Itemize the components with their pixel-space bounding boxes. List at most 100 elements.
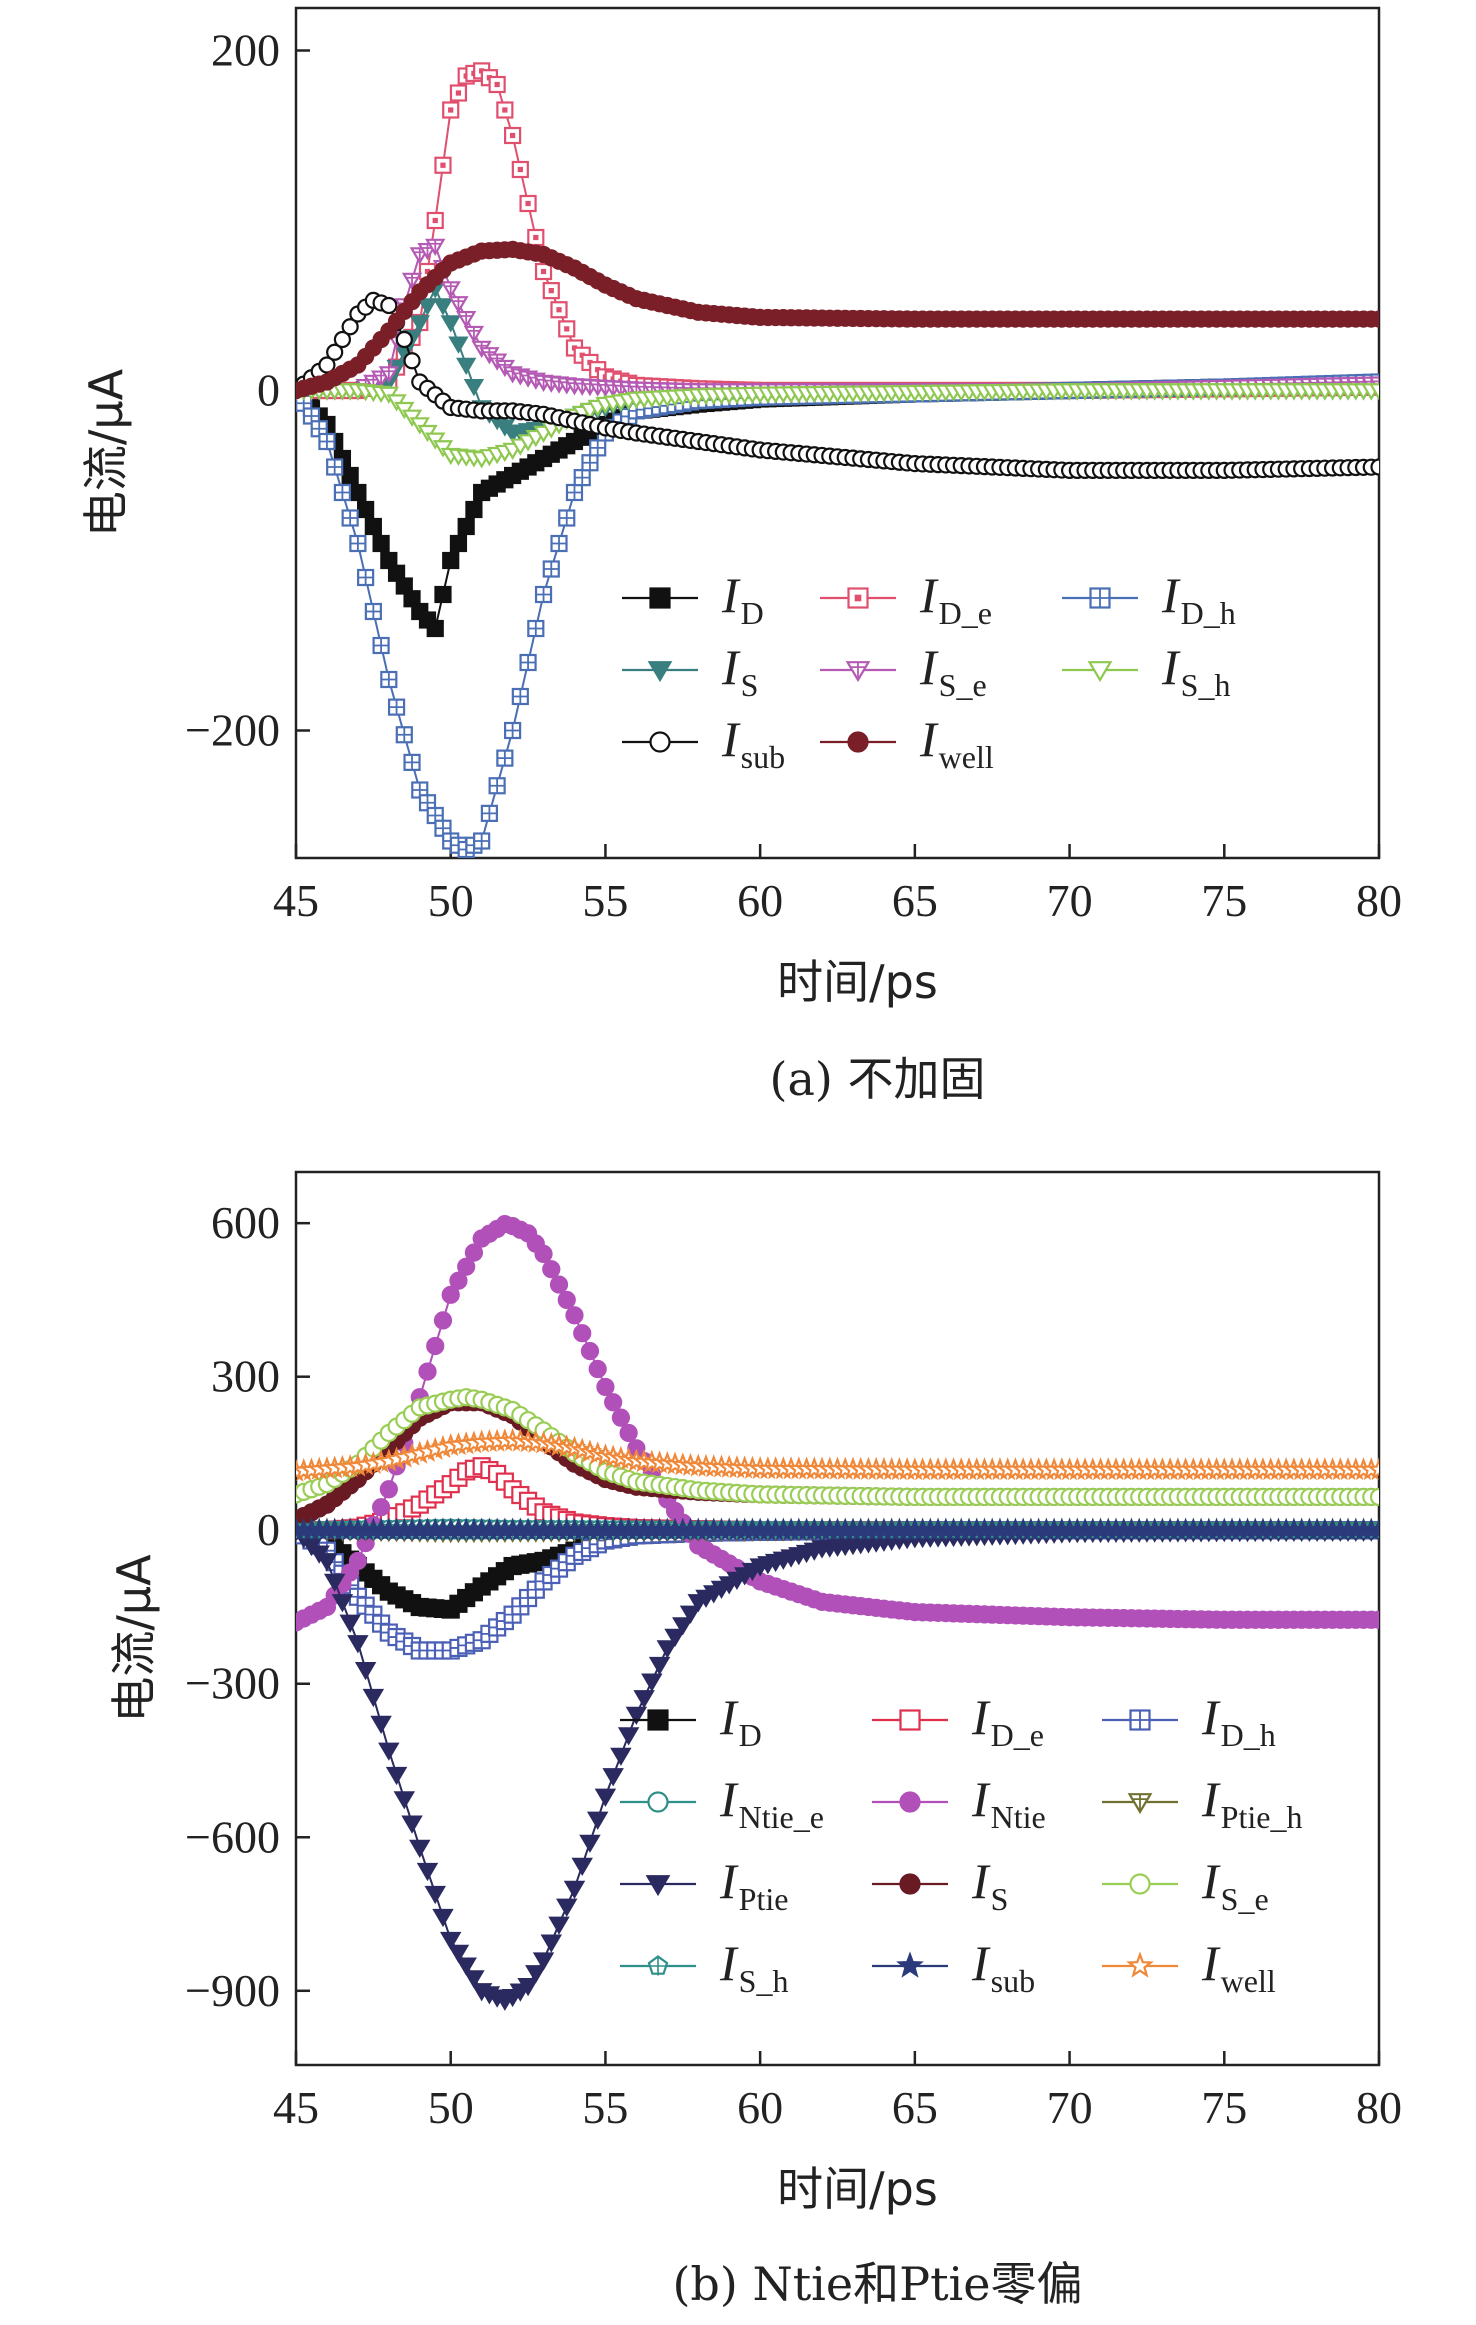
- data-point: [540, 1934, 563, 1953]
- legend-label: INtie_e: [719, 1771, 824, 1835]
- data-point: [563, 1880, 586, 1899]
- legend-label: IPtie: [719, 1853, 788, 1917]
- data-point: [602, 1768, 624, 1787]
- data-point: [364, 602, 382, 621]
- data-point: [1370, 310, 1379, 328]
- data-point: [418, 1362, 437, 1381]
- data-point: [449, 534, 468, 553]
- data-point: [504, 126, 522, 145]
- data-point: [362, 1688, 385, 1708]
- data-point: [378, 1742, 400, 1761]
- data-point: [581, 454, 599, 472]
- chart-panel-b: 45 50 55 60 65 70 75 80 −900 −600 −300 0 300 600 时间/ps…: [107, 1170, 1402, 2311]
- data-point: [333, 330, 352, 349]
- data-point: [465, 500, 483, 519]
- data-point: [565, 483, 584, 502]
- data-point: [648, 1656, 671, 1676]
- legend-label: Iwell: [919, 711, 994, 775]
- legend-entry: INtie_e: [620, 1771, 824, 1835]
- data-point: [527, 228, 545, 247]
- data-point: [395, 726, 413, 744]
- legend-label: Isub: [721, 711, 785, 775]
- plot-frame: [294, 6, 1381, 860]
- data-point: [532, 1952, 555, 1971]
- data-point: [441, 1285, 460, 1304]
- x-tick-label: 80: [1356, 875, 1402, 926]
- data-point: [341, 509, 359, 527]
- series-s-e: [296, 1388, 1379, 1507]
- plot-area: [296, 1215, 1379, 2011]
- legend-label: ID_e: [971, 1689, 1044, 1753]
- legend-entry: ID_h: [1062, 567, 1236, 631]
- data-point: [440, 315, 461, 333]
- data-point: [424, 1885, 446, 1905]
- legend-entry: Iwell: [820, 711, 994, 775]
- legend-entry: ID_e: [872, 1689, 1044, 1753]
- legend-label: IS: [721, 639, 758, 703]
- x-tick-label: 50: [428, 2082, 474, 2133]
- y-tick-label: −200: [185, 705, 280, 756]
- legend-marker: [847, 587, 869, 609]
- data-point: [433, 1311, 453, 1330]
- legend-marker: [649, 731, 671, 753]
- data-point: [504, 721, 522, 740]
- data-point: [558, 320, 576, 338]
- data-point: [426, 1336, 445, 1356]
- data-point: [379, 1480, 398, 1499]
- data-point: [579, 1834, 601, 1853]
- data-point: [448, 336, 469, 354]
- data-point: [549, 1275, 569, 1294]
- data-point: [611, 1408, 631, 1427]
- y-axis-label: 电流/μA: [79, 368, 133, 537]
- legend-label: IS_e: [919, 639, 987, 703]
- data-point: [617, 1727, 640, 1746]
- data-point: [425, 238, 446, 257]
- legend-marker: [647, 1709, 669, 1731]
- data-point: [664, 1628, 686, 1647]
- data-point: [434, 585, 452, 604]
- data-point: [349, 483, 367, 502]
- legend-entry: IS_e: [1102, 1853, 1269, 1917]
- panel-caption: (b) Ntie和Ptie零偏: [672, 2257, 1082, 2311]
- data-point: [557, 1290, 576, 1310]
- series-ntie: [296, 1215, 1379, 1632]
- data-point: [517, 1977, 539, 1997]
- data-point: [548, 1916, 570, 1935]
- plot-area: [296, 62, 1379, 858]
- x-tick-label: 50: [428, 875, 474, 926]
- data-point: [463, 378, 485, 397]
- data-point: [556, 1898, 578, 1917]
- legend-label: ID_h: [1161, 567, 1236, 631]
- legend-entry: Iwell: [1102, 1935, 1276, 1999]
- series-d-e: [296, 62, 1379, 400]
- data-point: [511, 687, 529, 706]
- data-point: [656, 1640, 679, 1659]
- legend-marker: [1129, 1709, 1151, 1731]
- data-point: [1366, 1517, 1379, 1541]
- data-point: [378, 366, 400, 384]
- data-point: [525, 1965, 547, 1984]
- legend-label: ID_e: [919, 567, 992, 631]
- x-tick-label: 70: [1047, 875, 1093, 926]
- legend: ID ID_e ID_h INtie_e INtie IPtie_h IPtie IS IS_e…: [620, 1689, 1302, 1999]
- legend-label: IS: [971, 1853, 1008, 1917]
- x-axis-label: 时间/ps: [777, 955, 938, 1009]
- legend-marker: [1089, 587, 1111, 609]
- data-point: [426, 619, 444, 638]
- data-point: [409, 1839, 431, 1859]
- data-point: [357, 568, 375, 587]
- data-point: [619, 1423, 638, 1443]
- x-tick-label: 70: [1047, 2082, 1093, 2133]
- data-point: [457, 517, 475, 536]
- y-tick-label: 300: [211, 1351, 280, 1402]
- y-tick-label: 0: [257, 365, 280, 416]
- legend-marker: [1129, 1873, 1151, 1895]
- legend-marker: [647, 1955, 669, 1976]
- data-point: [519, 653, 537, 672]
- x-tick-label: 65: [892, 875, 938, 926]
- legend-marker: [647, 1791, 669, 1813]
- data-point: [1369, 1487, 1379, 1507]
- legend-entry: ID_h: [1102, 1689, 1276, 1753]
- data-point: [571, 1857, 593, 1876]
- legend-label: IS_h: [719, 1935, 788, 1999]
